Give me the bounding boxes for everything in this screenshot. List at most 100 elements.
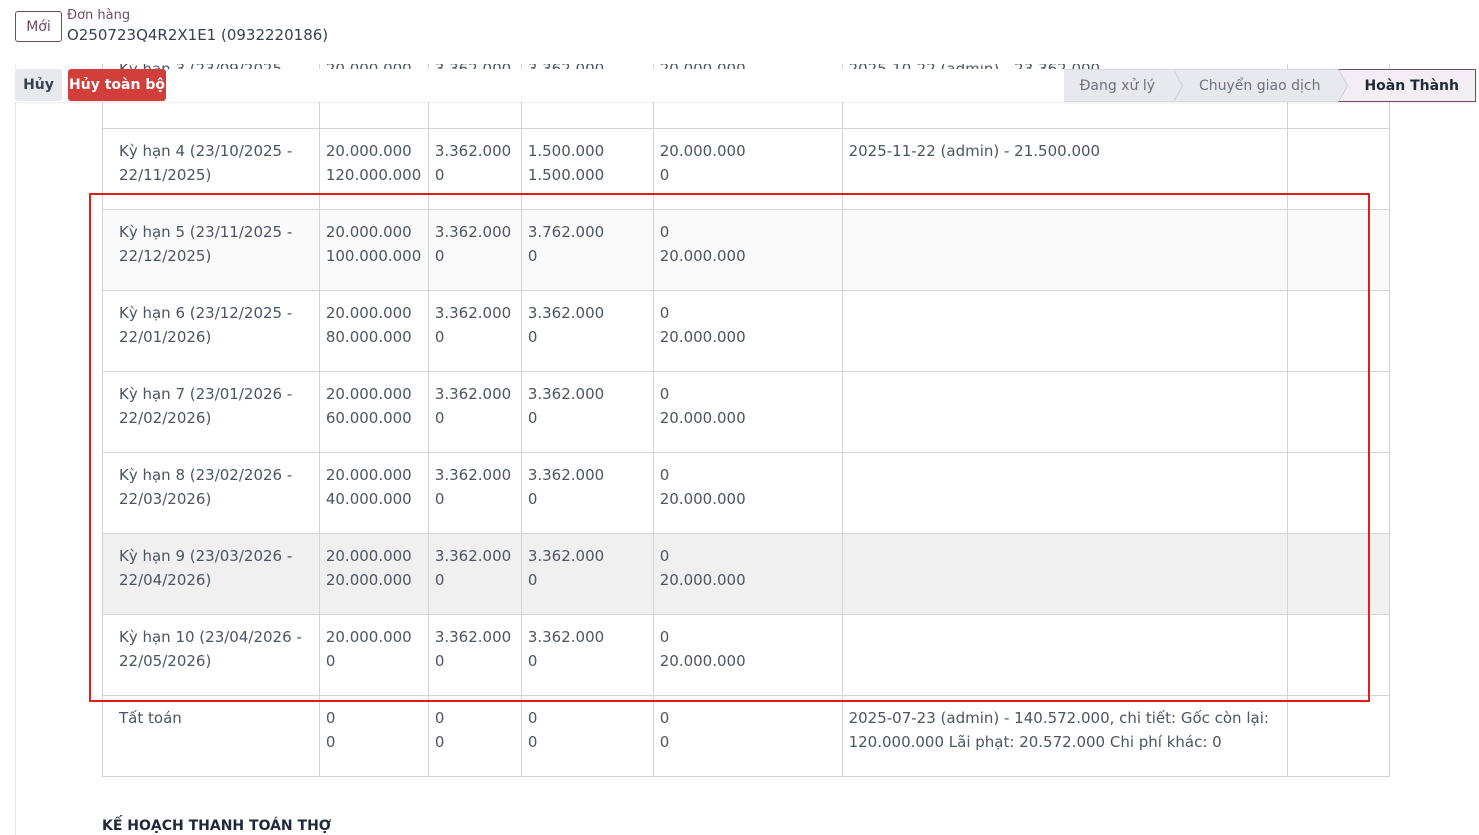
cell-line: 22/05/2026) [119,652,212,670]
table-cell [841,371,1289,453]
stage-label: Đang xử lý [1079,77,1155,94]
cell-line: 0 [434,571,445,589]
table-cell [1287,371,1390,453]
cell-line: 3.362.000 [434,304,512,322]
table-cell: Tất toán [102,695,320,777]
cell-line: 0 [659,385,670,403]
table-cell [841,452,1289,534]
table-cell: 0 20.000.000 [652,533,843,615]
cell-line: 22/01/2026) [119,328,212,346]
table-cell [841,290,1289,372]
cell-line: 1.500.000 [527,166,605,184]
cell-line: 20.000.000 [659,328,746,346]
cell-line: 3.362.000 [434,142,512,160]
table-cell: 3.362.000 0 [427,209,522,291]
stage-processing[interactable]: Đang xử lý [1063,69,1183,102]
cell-line: 0 [527,328,538,346]
cell-line: 0 [659,733,670,751]
control-panel: Mới Đơn hàng O250723Q4R2X1E1 (0932220186… [0,0,1479,64]
cell-line: 3.362.000 [527,466,605,484]
stage-label: Chuyển giao dịch [1199,77,1321,94]
table-cell [841,533,1289,615]
stage-pipeline: Đang xử lý Chuyển giao dịch Hoàn Thành [1063,69,1476,102]
installment-schedule-table: Kỳ hạn 3 (23/09/2025 -20.000.0003.362.00… [102,48,1390,777]
table-row[interactable]: Kỳ hạn 5 (23/11/2025 - 22/12/2025) 20.000.… [102,209,1390,291]
cancel-button[interactable]: Hủy [15,69,62,101]
cell-line: 3.362.000 [434,223,512,241]
table-row[interactable]: Kỳ hạn 4 (23/10/2025 - 22/11/2025) 20.000.… [102,128,1390,210]
table-cell: Kỳ hạn 10 (23/04/2026 - 22/05/2026) [102,614,320,696]
cell-line: Kỳ hạn 6 (23/12/2025 - [119,304,293,322]
stage-transfer[interactable]: Chuyển giao dịch [1173,69,1349,102]
cell-line: 20.000.000 [325,223,412,241]
table-cell: 3.362.000 0 [427,452,522,534]
table-cell: Kỳ hạn 7 (23/01/2026 - 22/02/2026) [102,371,320,453]
cell-line: 0 [434,490,445,508]
table-cell: 0 20.000.000 [652,209,843,291]
cell-line: 20.000.000 [659,247,746,265]
table-row[interactable]: Kỳ hạn 8 (23/02/2026 - 22/03/2026) 20.000.… [102,452,1390,534]
table-cell: 20.000.000 20.000.000 [318,533,429,615]
cell-line: 3.362.000 [527,547,605,565]
cell-line: 2025-11-22 (admin) - 21.500.000 [848,142,1101,160]
cell-line: 3.362.000 [434,466,512,484]
cell-line: 20.000.000 [659,652,746,670]
table-row[interactable]: Kỳ hạn 7 (23/01/2026 - 22/02/2026) 20.000.… [102,371,1390,453]
table-cell: Kỳ hạn 6 (23/12/2025 - 22/01/2026) [102,290,320,372]
table-cell [1287,452,1390,534]
stage-completed[interactable]: Hoàn Thành [1338,69,1476,102]
cell-line: 22/03/2026) [119,490,212,508]
table-cell: 3.362.000 0 [427,533,522,615]
table-cell [841,614,1289,696]
cell-line: 20.000.000 [325,466,412,484]
table-cell: 3.362.000 0 [520,290,654,372]
cell-line: 1.500.000 [527,142,605,160]
cell-line: 0 [434,328,445,346]
table-cell [1287,695,1390,777]
table-row[interactable]: Kỳ hạn 9 (23/03/2026 - 22/04/2026) 20.000.… [102,533,1390,615]
cell-line: Kỳ hạn 5 (23/11/2025 - [119,223,293,241]
table-row[interactable]: Tất toán 0 0 0 0 0 0 0 0 2025-07-23 (admin) - 140… [102,695,1390,777]
cell-line: 0 [434,409,445,427]
table-cell: 0 20.000.000 [652,290,843,372]
table-cell: 3.362.000 0 [520,533,654,615]
cancel-all-button[interactable]: Hủy toàn bộ [68,69,166,101]
new-button[interactable]: Mới [15,11,62,42]
cell-line: 3.762.000 [527,223,605,241]
table-row[interactable]: Kỳ hạn 10 (23/04/2026 - 22/05/2026) 20.000… [102,614,1390,696]
cell-line: 20.000.000 [325,571,412,589]
stage-label: Hoàn Thành [1364,77,1459,94]
breadcrumb-parent-link[interactable]: Đơn hàng [67,8,131,23]
cell-line: 0 [325,733,336,751]
cell-line: Kỳ hạn 9 (23/03/2026 - [119,547,293,565]
cell-line: 100.000.000 [325,247,422,265]
cell-line: 3.362.000 [434,547,512,565]
table-cell: Kỳ hạn 4 (23/10/2025 - 22/11/2025) [102,128,320,210]
table-cell: 3.362.000 0 [427,128,522,210]
cell-line: 40.000.000 [325,490,412,508]
table-cell: 0 20.000.000 [652,452,843,534]
table-row[interactable]: Kỳ hạn 6 (23/12/2025 - 22/01/2026) 20.000.… [102,290,1390,372]
cell-line: 20.000.000 [325,142,412,160]
cell-line: 20.000.000 [659,142,746,160]
table-cell [1287,533,1390,615]
cell-line: 3.362.000 [527,304,605,322]
cell-line: 20.000.000 [325,385,412,403]
table-cell: 0 20.000.000 [652,614,843,696]
cell-line: Kỳ hạn 7 (23/01/2026 - [119,385,293,403]
table-cell [1287,128,1390,210]
cell-line: 0 [659,628,670,646]
cell-line: 0 [659,304,670,322]
cell-line: 0 [659,166,670,184]
table-cell: 20.000.000 60.000.000 [318,371,429,453]
cell-line: 0 [527,409,538,427]
cell-line: 0 [527,490,538,508]
cell-line: 0 [434,733,445,751]
table-cell: Kỳ hạn 8 (23/02/2026 - 22/03/2026) [102,452,320,534]
worker-payment-plan-heading: KẾ HOẠCH THANH TOÁN THỢ [102,818,332,834]
cell-line: 2025-07-23 (admin) - 140.572.000, chi ti… [848,709,1269,727]
table-cell: 20.000.000 0 [652,128,843,210]
